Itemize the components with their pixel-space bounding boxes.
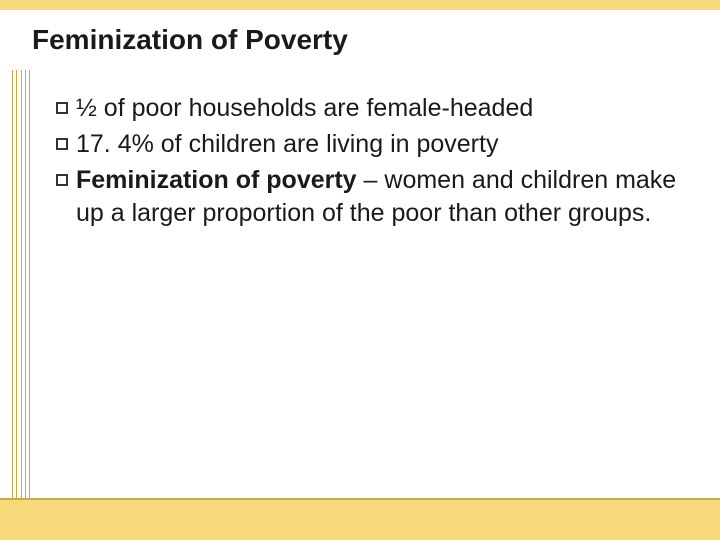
rule-line <box>25 70 26 500</box>
rule-line <box>29 70 30 500</box>
content-area: ½ of poor households are female-headed 1… <box>0 70 720 500</box>
bullet-item: ½ of poor households are female-headed <box>56 92 680 126</box>
bullet-text: ½ of poor households are female-headed <box>76 92 680 126</box>
rule-line <box>21 70 22 500</box>
bullet-item: Feminization of poverty – women and chil… <box>56 164 680 232</box>
slide-title: Feminization of Poverty <box>32 24 348 56</box>
bullet-text: Feminization of poverty – women and chil… <box>76 164 680 232</box>
bullet-item: 17. 4% of children are living in poverty <box>56 128 680 162</box>
bullet-square-icon <box>56 174 68 186</box>
title-bar: Feminization of Poverty <box>0 10 720 70</box>
bullet-text: 17. 4% of children are living in poverty <box>76 128 680 162</box>
bottom-band <box>0 500 720 540</box>
bullet-list: ½ of poor households are female-headed 1… <box>56 92 680 233</box>
rule-line <box>12 70 13 500</box>
bullet-square-icon <box>56 102 68 114</box>
margin-rule-lines <box>12 70 30 500</box>
rule-line <box>16 70 17 500</box>
bullet-square-icon <box>56 138 68 150</box>
